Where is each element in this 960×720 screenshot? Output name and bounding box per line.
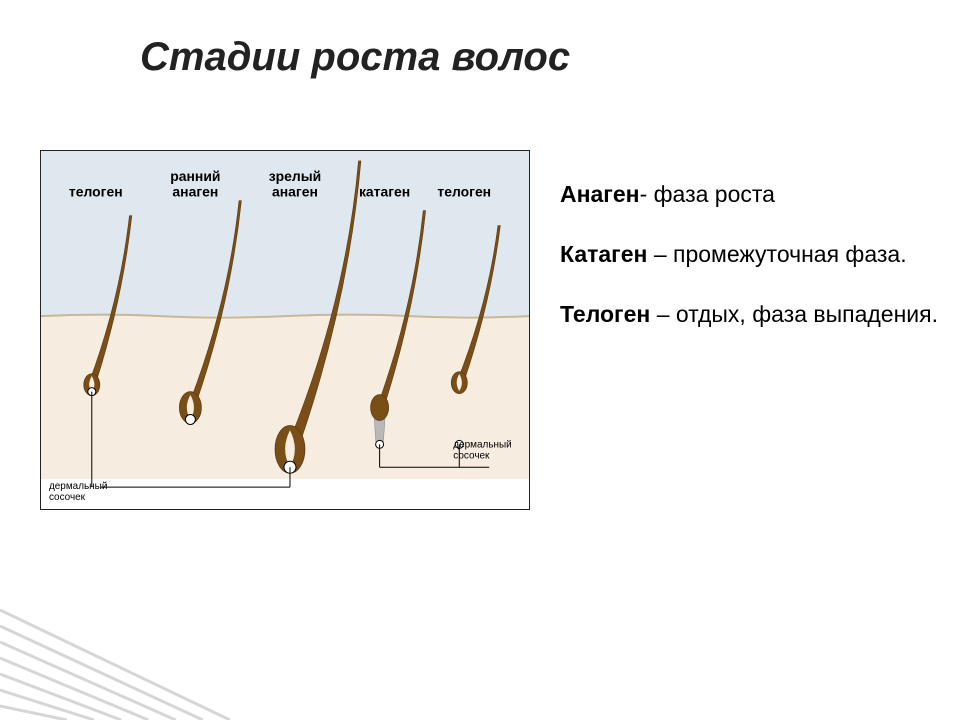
svg-text:ранний: ранний — [170, 168, 220, 184]
legend-desc: фаза роста — [654, 181, 775, 207]
svg-text:анаген: анаген — [272, 184, 318, 200]
diagram-frame: телогенраннийанагензрелыйанагенкатагенте… — [40, 150, 530, 510]
legend-term: Анаген — [560, 181, 640, 207]
legend-sep: - — [640, 181, 654, 207]
legend-catagen: Катаген – промежуточная фаза. — [560, 240, 940, 270]
hair-cycle-diagram: телогенраннийанагензрелыйанагенкатагенте… — [41, 151, 529, 509]
svg-text:дермальный: дермальный — [453, 439, 511, 450]
svg-text:сосочек: сосочек — [453, 450, 490, 461]
slide: Стадии роста волос телогенраннийанагензр… — [0, 0, 960, 720]
legend-sep: – — [650, 301, 676, 327]
svg-text:дермальный: дермальный — [49, 481, 107, 492]
svg-text:телоген: телоген — [437, 184, 491, 200]
svg-text:зрелый: зрелый — [269, 168, 322, 184]
corner-decoration — [0, 600, 250, 720]
legend-term: Катаген — [560, 241, 647, 267]
svg-text:телоген: телоген — [69, 184, 123, 200]
svg-text:сосочек: сосочек — [49, 492, 86, 503]
legend-sep: – — [647, 241, 673, 267]
legend-telogen: Телоген – отдых, фаза выпадения. — [560, 300, 940, 330]
legend: Анаген- фаза роста Катаген – промежуточн… — [560, 180, 940, 360]
legend-desc: промежуточная фаза. — [673, 241, 907, 267]
legend-desc: отдых, фаза выпадения. — [676, 301, 938, 327]
svg-text:катаген: катаген — [359, 184, 410, 200]
legend-anagen: Анаген- фаза роста — [560, 180, 940, 210]
page-title: Стадии роста волос — [140, 35, 570, 80]
svg-text:анаген: анаген — [172, 184, 218, 200]
legend-term: Телоген — [560, 301, 650, 327]
